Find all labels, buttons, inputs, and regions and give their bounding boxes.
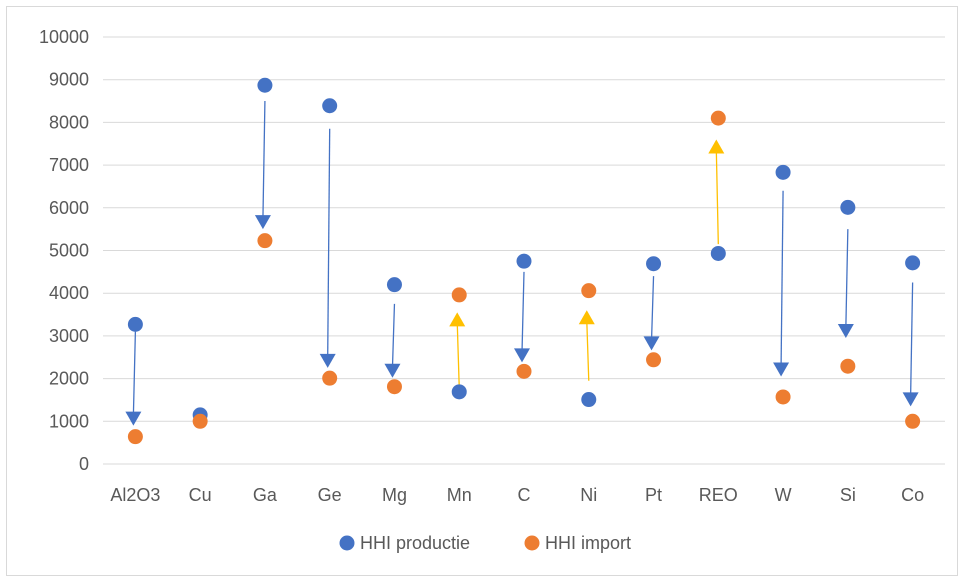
change-arrow-c	[521, 271, 525, 353]
point-import-reo	[710, 110, 726, 126]
arrowhead-mg	[384, 363, 401, 378]
change-arrow-ni	[586, 320, 590, 381]
point-import-pt	[646, 352, 662, 368]
change-arrow-reo	[715, 149, 719, 245]
point-productie-ga	[257, 77, 273, 93]
point-productie-mn	[451, 384, 467, 400]
x-tick-label: Si	[840, 485, 856, 505]
change-arrow-ge	[327, 128, 331, 358]
y-tick-label: 0	[79, 454, 89, 474]
point-productie-mg	[386, 277, 402, 293]
point-import-ge	[322, 370, 338, 386]
x-axis-ticks: Al2O3 Cu Ga Ge Mg Mn C Ni Pt REO W Si Co	[110, 485, 924, 505]
arrowhead-ge	[319, 353, 336, 368]
y-tick-label: 4000	[49, 283, 89, 303]
change-arrow-mg	[391, 303, 396, 368]
change-arrow-al2o3	[132, 331, 137, 416]
y-axis-ticks: 0 1000 2000 3000 4000 5000 6000 7000 8000 9000 100…	[39, 27, 89, 474]
legend-label-productie: HHI productie	[360, 533, 470, 553]
x-tick-label: W	[775, 485, 792, 505]
point-productie-ni	[581, 392, 597, 408]
legend-label-import: HHI import	[545, 533, 631, 553]
y-tick-label: 10000	[39, 27, 89, 47]
change-arrow-mn	[456, 322, 460, 388]
x-tick-label: Ni	[580, 485, 597, 505]
change-arrow-w	[780, 190, 784, 367]
point-productie-al2o3	[127, 316, 143, 332]
change-arrow-ga	[262, 101, 266, 220]
point-productie-w	[775, 164, 791, 180]
point-import-mg	[386, 379, 402, 395]
change-arrow-si	[845, 229, 849, 329]
arrowhead-mn	[449, 312, 466, 327]
y-tick-label: 3000	[49, 326, 89, 346]
y-tick-label: 1000	[49, 411, 89, 431]
x-tick-label: Pt	[645, 485, 662, 505]
point-import-mn	[451, 287, 467, 303]
gridlines	[103, 36, 945, 465]
legend: HHI productie HHI import	[339, 533, 631, 553]
data-points	[127, 77, 921, 445]
point-import-al2o3	[127, 429, 143, 445]
point-import-cu	[192, 413, 208, 429]
change-arrow-co	[909, 282, 914, 397]
y-tick-label: 8000	[49, 112, 89, 132]
point-import-si	[840, 358, 856, 374]
arrowhead-reo	[708, 139, 725, 154]
arrowhead-pt	[643, 336, 660, 351]
arrowhead-co	[902, 392, 919, 407]
x-tick-label: Al2O3	[110, 485, 160, 505]
x-tick-label: Mn	[447, 485, 472, 505]
point-productie-ge	[322, 98, 338, 114]
chart-frame: 0 1000 2000 3000 4000 5000 6000 7000 8000 9000 100…	[6, 6, 958, 576]
arrowhead-al2o3	[125, 411, 142, 426]
arrowhead-ni	[578, 310, 595, 325]
change-arrows	[125, 101, 919, 426]
point-productie-co	[905, 255, 921, 271]
point-import-c	[516, 363, 532, 379]
point-import-w	[775, 389, 791, 405]
arrowhead-w	[773, 362, 790, 377]
x-tick-label: Cu	[189, 485, 212, 505]
scatter-chart: 0 1000 2000 3000 4000 5000 6000 7000 8000 9000 100…	[39, 27, 945, 553]
x-tick-label: REO	[699, 485, 738, 505]
point-import-co	[905, 413, 921, 429]
y-tick-label: 5000	[49, 241, 89, 261]
point-productie-si	[840, 199, 856, 215]
arrowhead-si	[837, 324, 854, 339]
arrowhead-c	[514, 348, 530, 363]
y-tick-label: 6000	[49, 198, 89, 218]
y-tick-label: 9000	[49, 70, 89, 90]
y-tick-label: 7000	[49, 155, 89, 175]
x-tick-label: Co	[901, 485, 924, 505]
legend-marker-import	[524, 535, 540, 551]
x-tick-label: Mg	[382, 485, 407, 505]
point-import-ni	[581, 283, 597, 299]
x-tick-label: Ge	[318, 485, 342, 505]
point-productie-reo	[710, 245, 726, 261]
legend-marker-productie	[339, 535, 355, 551]
y-tick-label: 2000	[49, 369, 89, 389]
point-productie-pt	[646, 256, 662, 272]
x-tick-label: Ga	[253, 485, 278, 505]
point-productie-c	[516, 253, 532, 269]
change-arrow-pt	[650, 276, 655, 341]
point-import-ga	[257, 233, 273, 249]
x-tick-label: C	[518, 485, 531, 505]
arrowhead-ga	[254, 215, 271, 230]
